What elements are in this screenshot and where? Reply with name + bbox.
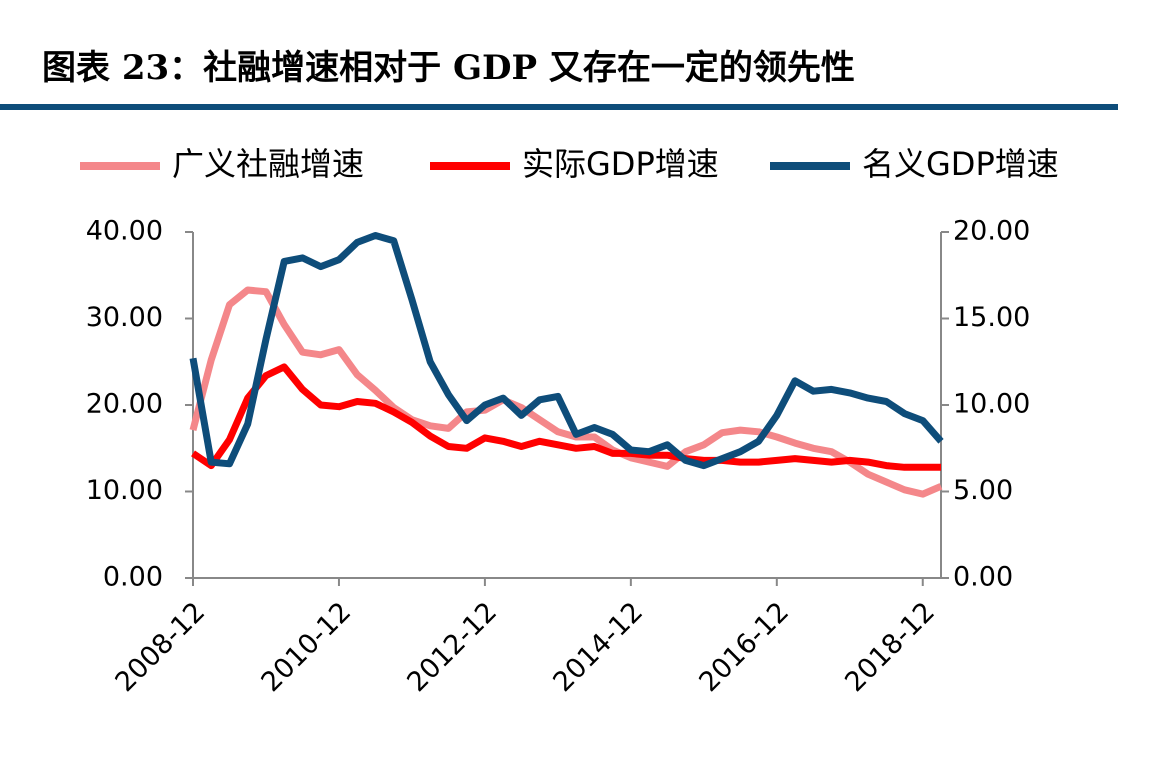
y-tick-label: 40.00 [86,216,163,247]
y2-tick-label: 10.00 [953,389,1030,420]
x-tick-label: 2008-12 [110,596,212,698]
x-tick-label: 2012-12 [401,596,503,698]
x-tick-label: 2014-12 [547,596,649,698]
y2-tick-label: 5.00 [953,475,1013,506]
y2-tick-label: 0.00 [953,562,1013,593]
legend-label: 广义社融增速 [172,145,364,183]
y-tick-label: 0.00 [103,562,163,593]
x-tick-label: 2010-12 [256,596,358,698]
y2-tick-label: 15.00 [953,302,1030,333]
header-rule [0,104,1118,110]
y-tick-label: 20.00 [86,389,163,420]
y-tick-label: 10.00 [86,475,163,506]
y-tick-label: 30.00 [86,302,163,333]
x-tick-label: 2018-12 [839,596,941,698]
series-line [189,232,944,470]
legend-label: 实际GDP增速 [522,145,719,183]
x-tick-label: 2016-12 [693,596,795,698]
chart-title: 图表 23：社融增速相对于 GDP 又存在一定的领先性 [42,48,855,88]
series-line [189,286,943,498]
legend-label: 名义GDP增速 [862,145,1059,183]
series-line [191,363,941,471]
y2-tick-label: 20.00 [953,216,1030,247]
